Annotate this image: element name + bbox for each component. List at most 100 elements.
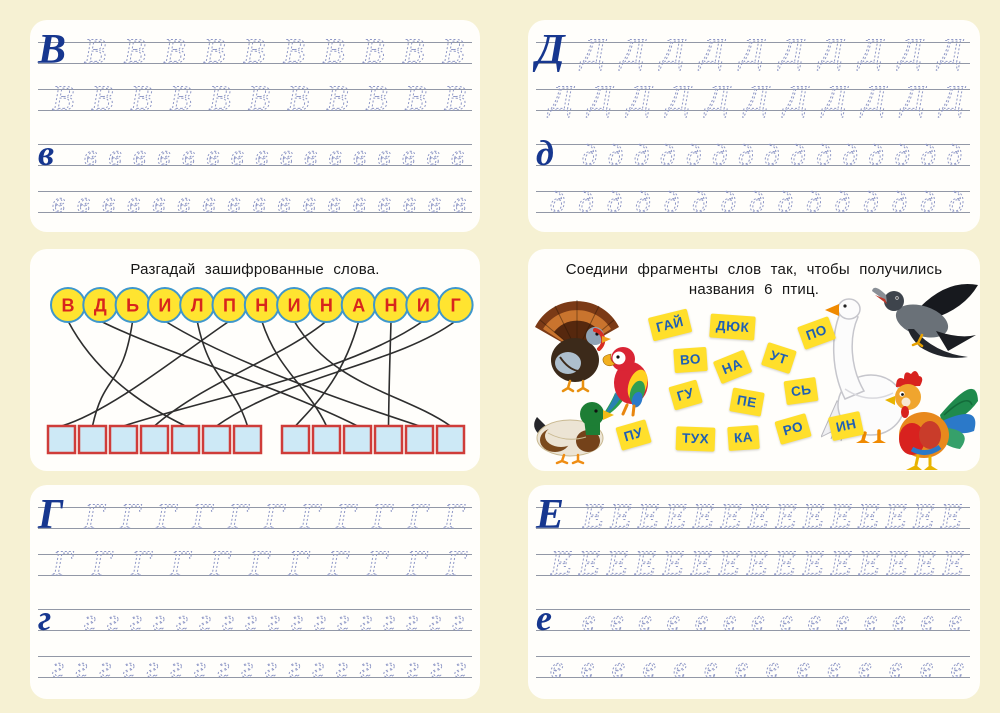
dotted-trace-letters: гггггггггггггггггг <box>52 651 466 684</box>
practice-row: е ееееееееееееее <box>536 598 970 638</box>
dotted-trace-letters: ДДДДДДДДДД <box>579 31 964 71</box>
dotted-trace-letters: ВВВВВВВВВВ <box>84 31 464 71</box>
practice-panel-letter-e: Е ЕЕЕЕЕЕЕЕЕЕЕЕЕЕ ЕЕЕЕЕЕЕЕЕЕЕЕЕЕЕ е еееееееее… <box>528 485 980 699</box>
word-fragment-tile: НА <box>712 349 752 384</box>
solid-model-letter: В <box>37 27 66 73</box>
circle-letter: П <box>223 296 236 316</box>
answer-box <box>139 424 170 455</box>
dotted-trace-letters: ГГГГГГГГГГГ <box>51 543 468 583</box>
dotted-trace-letters: ввввввввввввввввв <box>52 186 466 219</box>
word-fragment-tile: ВО <box>673 346 708 373</box>
circle-letter: Л <box>191 296 204 316</box>
practice-row: ЕЕЕЕЕЕЕЕЕЕЕЕЕЕЕ <box>536 543 970 584</box>
practice-row: д ддддддддддддддд <box>536 133 970 173</box>
practice-panel-letter-g: Г ГГГГГГГГГГГ ГГГГГГГГГГГ г гггггггггггггггг… <box>30 485 480 699</box>
dotted-trace-letters: ВВВВВВВВВВВ <box>52 78 466 118</box>
dotted-trace-letters: ддддддддддддддд <box>582 139 962 172</box>
turkey-illustration <box>535 300 619 393</box>
practice-row: ДДДДДДДДДДД <box>536 78 970 119</box>
duck-illustration <box>534 402 614 465</box>
tangle-line <box>99 320 358 427</box>
word-fragment-tile: КА <box>727 424 760 451</box>
tangle-line <box>261 320 328 427</box>
word-fragment-tile: ГАЙ <box>647 308 693 341</box>
circle-letter: И <box>417 296 430 316</box>
dotted-trace-letters: ГГГГГГГГГГГ <box>83 496 466 536</box>
tangle-line <box>294 320 360 427</box>
solid-model-letter: Г <box>37 492 64 538</box>
decode-activity-title: Разгадай зашифрованные слова. <box>130 261 380 278</box>
bird-activity-title: Соедини фрагменты слов так, чтобы получи… <box>565 261 943 299</box>
word-fragment-tile: СЬ <box>783 376 819 405</box>
answer-box <box>342 424 373 455</box>
solid-model-letter: д <box>536 133 554 173</box>
practice-row: ееееееееееееее <box>536 651 970 685</box>
solid-model-letter: е <box>536 598 552 638</box>
answer-box <box>170 424 201 455</box>
answer-box <box>232 424 263 455</box>
practice-panel-letter-d: Д ДДДДДДДДДД ДДДДДДДДДДД д ддддддддддддддд дд… <box>528 20 980 232</box>
solid-model-letter: Е <box>535 492 564 538</box>
circle-letter: Н <box>320 296 333 316</box>
practice-panel-letter-v: В ВВВВВВВВВВ ВВВВВВВВВВВ в вввввввввввввввв в… <box>30 20 480 232</box>
practice-row: ввввввввввввввввв <box>38 186 472 220</box>
circle-letter: Н <box>385 296 398 316</box>
circle-letter: Ь <box>126 296 139 316</box>
dotted-trace-letters: ЕЕЕЕЕЕЕЕЕЕЕЕЕЕЕ <box>549 543 964 583</box>
circle-letter: А <box>352 296 365 316</box>
letter-circle <box>437 287 474 323</box>
word-fragment-tile: ТУХ <box>675 426 716 452</box>
circle-letter: Н <box>255 296 268 316</box>
circle-letter: И <box>288 296 301 316</box>
solid-model-letter: в <box>38 133 54 173</box>
word-fragment-tile: ГУ <box>668 379 703 411</box>
answer-box <box>201 424 232 455</box>
answer-box <box>311 424 342 455</box>
circle-letter: В <box>62 296 75 316</box>
word-fragment-tile: УТ <box>761 341 797 374</box>
tangle-line <box>293 320 451 427</box>
answer-box <box>77 424 108 455</box>
tangle-line <box>67 320 186 427</box>
answer-box <box>108 424 139 455</box>
crow-illustration <box>872 283 978 358</box>
circle-letter: И <box>158 296 171 316</box>
practice-row: гггггггггггггггггг <box>38 651 472 685</box>
bird-words-activity: Соедини фрагменты слов так, чтобы получи… <box>528 249 980 471</box>
tangle-line <box>196 320 249 427</box>
tangle-line <box>123 320 424 427</box>
tangle-line <box>164 320 420 427</box>
word-fragment-tile: ПЕ <box>729 387 765 417</box>
dotted-trace-letters: ддддддддддддддд <box>550 186 964 219</box>
word-fragment-tile: РО <box>774 412 812 445</box>
dotted-trace-letters: ЕЕЕЕЕЕЕЕЕЕЕЕЕЕ <box>581 496 962 536</box>
practice-row: ГГГГГГГГГГГ <box>38 543 472 584</box>
answer-box <box>435 424 466 455</box>
tangle-line <box>387 320 392 427</box>
practice-row: ВВВВВВВВВВВ <box>38 78 472 119</box>
practice-row: Г ГГГГГГГГГГГ <box>37 492 472 538</box>
answer-box <box>280 424 311 455</box>
circle-letter: Д <box>94 296 107 316</box>
tangle-line <box>216 320 457 427</box>
dotted-trace-letters: ееееееееееееее <box>582 604 962 637</box>
dotted-trace-letters: вввввввввввввввв <box>84 139 464 172</box>
dotted-trace-letters: ДДДДДДДДДДД <box>547 78 966 118</box>
circle-letter: Г <box>450 296 460 316</box>
solid-model-letter: Д <box>532 27 566 73</box>
word-fragment-tile: ПУ <box>615 419 652 451</box>
rooster-illustration <box>885 370 978 470</box>
answer-box <box>373 424 404 455</box>
solid-model-letter: г <box>38 598 51 638</box>
dotted-trace-letters: ееееееееееееее <box>550 651 964 684</box>
answer-box <box>404 424 435 455</box>
tangle-line <box>61 320 230 427</box>
dotted-trace-letters: ггггггггггггггггг <box>84 604 464 637</box>
